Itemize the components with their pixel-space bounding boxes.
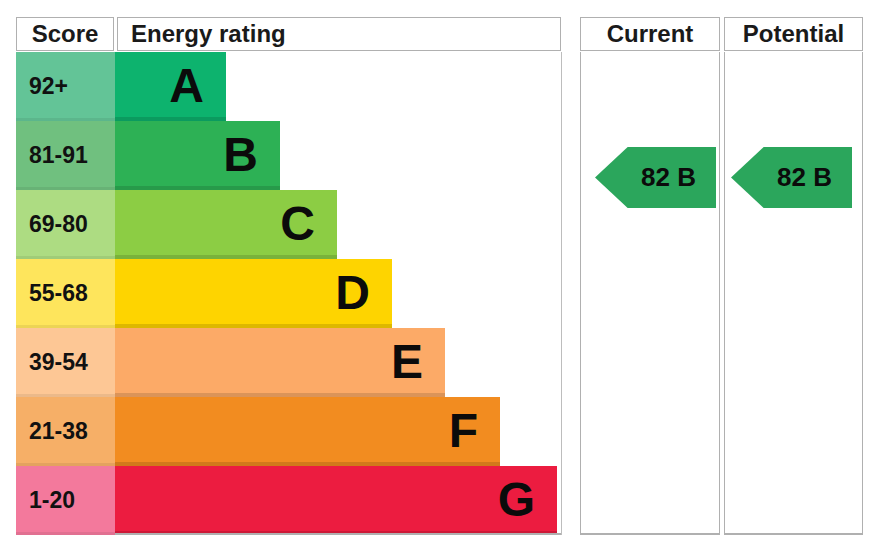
band-letter-g: G [498, 466, 557, 533]
band-row-c: 69-80 C [16, 190, 561, 259]
band-row-a: 92+ A [16, 52, 561, 121]
band-letter-e: E [391, 328, 445, 395]
band-row-d: 55-68 D [16, 259, 561, 328]
band-bar-f: F [115, 397, 500, 466]
band-bar-a: A [115, 52, 226, 121]
band-letter-c: C [280, 190, 337, 257]
score-range-a: 92+ [16, 52, 115, 121]
score-range-b: 81-91 [16, 121, 115, 190]
band-bar-e: E [115, 328, 445, 397]
score-column-header: Score [16, 17, 114, 51]
epc-energy-rating-chart: Score Energy rating Current Potential 92… [0, 0, 886, 556]
band-bar-c: C [115, 190, 337, 259]
band-letter-a: A [169, 52, 226, 119]
band-bar-b: B [115, 121, 280, 190]
score-range-g: 1-20 [16, 466, 115, 535]
band-row-b: 81-91 B [16, 121, 561, 190]
energy-rating-column-border [561, 52, 562, 535]
chart-bottom-border [115, 533, 561, 535]
current-rating-value: 82 B [615, 162, 696, 193]
current-column-header: Current [580, 17, 720, 51]
band-letter-b: B [223, 121, 280, 188]
score-range-d: 55-68 [16, 259, 115, 328]
band-row-f: 21-38 F [16, 397, 561, 466]
score-range-c: 69-80 [16, 190, 115, 259]
potential-column-header: Potential [724, 17, 863, 51]
score-range-e: 39-54 [16, 328, 115, 397]
band-rows: 92+ A 81-91 B 69-80 C 55-68 D 39-54 E 21-38 F 1-20 G [16, 52, 561, 535]
potential-rating-value: 82 B [751, 162, 832, 193]
band-letter-f: F [449, 397, 500, 464]
energy-rating-column-header: Energy rating [117, 17, 561, 51]
band-row-e: 39-54 E [16, 328, 561, 397]
score-range-f: 21-38 [16, 397, 115, 466]
current-column [580, 52, 720, 535]
potential-column [724, 52, 863, 535]
band-bar-d: D [115, 259, 392, 328]
band-letter-d: D [335, 259, 392, 326]
band-bar-g: G [115, 466, 557, 535]
band-row-g: 1-20 G [16, 466, 561, 535]
